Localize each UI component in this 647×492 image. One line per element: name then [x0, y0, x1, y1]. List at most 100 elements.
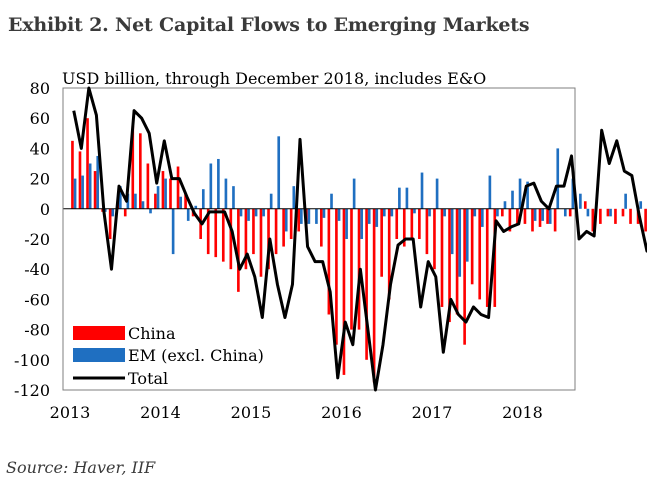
legend-label-total: Total [128, 369, 168, 388]
bar [526, 181, 529, 209]
bar [78, 151, 82, 209]
bar [320, 208, 323, 247]
bar [315, 208, 318, 224]
bar [327, 208, 331, 315]
bar [259, 208, 263, 277]
bar [556, 148, 560, 209]
bar [503, 201, 507, 209]
bar [493, 208, 497, 307]
bar [541, 208, 544, 221]
bar [86, 118, 89, 209]
bar [390, 208, 394, 217]
bar [405, 187, 409, 209]
bar [413, 208, 416, 214]
legend: China EM (excl. China) Total [73, 324, 264, 388]
bar [410, 208, 414, 239]
bar [156, 186, 160, 209]
x-tick-label: 2018 [502, 403, 543, 422]
bar [81, 175, 84, 209]
bar [518, 178, 522, 209]
bar [186, 208, 190, 221]
y-tick-label: -60 [24, 290, 50, 309]
bar [201, 189, 205, 209]
bar [149, 208, 152, 214]
bar [614, 208, 617, 224]
bar [169, 178, 172, 209]
bar [247, 208, 250, 221]
bar [345, 208, 348, 239]
bar [292, 186, 296, 209]
bar [146, 163, 150, 209]
bar [481, 208, 484, 227]
bar [591, 208, 595, 232]
bar [252, 208, 255, 255]
bar [546, 208, 549, 224]
x-tick-label: 2017 [412, 403, 453, 422]
bar [119, 186, 122, 209]
bar [440, 208, 444, 307]
bar [194, 205, 198, 209]
bar [395, 208, 399, 239]
bar [239, 208, 243, 217]
bar [277, 136, 281, 209]
bar [606, 208, 610, 217]
bar [538, 208, 542, 227]
bar [71, 140, 74, 209]
y-tick-label: 60 [30, 109, 50, 128]
bar [523, 208, 527, 224]
bar [508, 208, 512, 232]
bar [96, 155, 100, 209]
bar [141, 201, 145, 209]
bar [93, 171, 97, 209]
bar [563, 208, 567, 217]
bar [511, 190, 514, 209]
y-tick-label: -20 [24, 230, 50, 249]
bar [282, 208, 285, 247]
bar [435, 178, 439, 209]
bar [350, 208, 353, 330]
bar [214, 208, 218, 258]
bar [382, 208, 386, 217]
bar [531, 208, 534, 232]
x-tick-label: 2015 [231, 403, 272, 422]
bar [516, 208, 519, 224]
bar [501, 208, 504, 217]
bar [171, 208, 175, 255]
bar [269, 193, 273, 209]
bar [184, 193, 187, 209]
bar [398, 187, 401, 209]
y-tick-label: 40 [30, 139, 50, 158]
bar [176, 166, 180, 209]
bar [274, 208, 278, 255]
bar [254, 208, 258, 217]
legend-swatch-em [73, 348, 125, 362]
bar [322, 208, 326, 218]
y-axis-ticks: 80 60 40 20 0 -20 -40 -60 -80 -100 -120 [14, 79, 50, 400]
bar [139, 133, 142, 209]
bar [380, 208, 383, 277]
bar [599, 208, 602, 224]
bar [571, 178, 575, 209]
china-bars [71, 118, 647, 383]
bar [402, 208, 406, 247]
bar [300, 208, 303, 224]
bar [629, 208, 632, 224]
bar [553, 208, 557, 232]
bar [450, 208, 454, 255]
total-series-line [72, 86, 647, 392]
bar [88, 163, 92, 209]
y-tick-label: 20 [30, 170, 50, 189]
bar [108, 208, 112, 239]
bar [161, 171, 165, 209]
bar [418, 208, 421, 239]
bar [478, 208, 482, 300]
x-axis-ticks: 2013 2014 2015 2016 2017 2018 [50, 403, 543, 422]
bar [473, 208, 477, 217]
bar [548, 208, 552, 224]
bar [206, 208, 210, 255]
bar [365, 208, 368, 360]
x-tick-label: 2013 [50, 403, 91, 422]
bar [123, 208, 127, 217]
bar [342, 208, 346, 375]
bar [433, 208, 436, 270]
